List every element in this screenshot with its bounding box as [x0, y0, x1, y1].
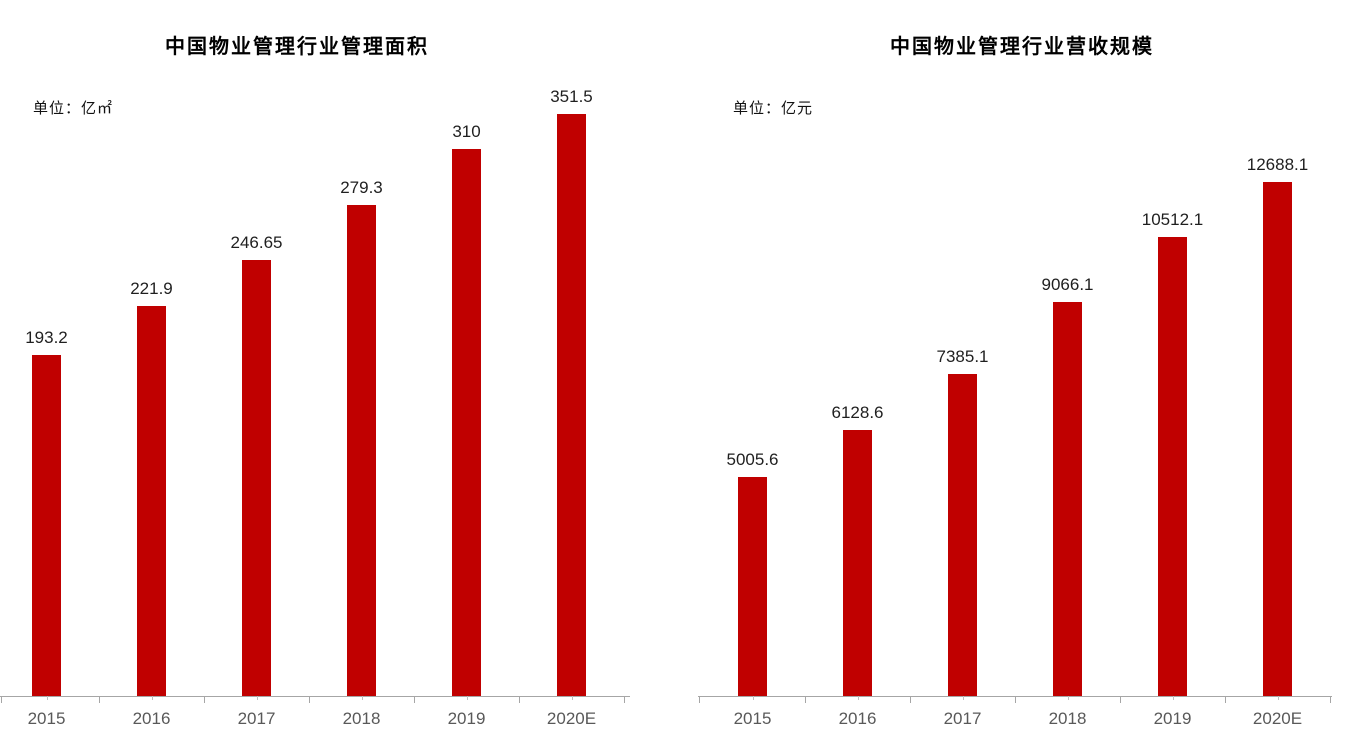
chart-title-managed-area: 中国物业管理行业管理面积: [165, 36, 429, 58]
x-tick-label-2015: 2015: [27, 709, 66, 728]
x-axis-major-tick: [99, 696, 100, 703]
data-label-2019: 310: [452, 122, 481, 141]
x-axis-minor-tick: [752, 696, 754, 700]
x-axis-major-tick: [1330, 696, 1331, 703]
x-axis-major-tick: [698, 696, 700, 703]
x-axis-major-tick: [414, 696, 415, 703]
x-tick-label-2015: 2015: [733, 709, 772, 728]
x-axis-minor-tick: [571, 696, 573, 700]
x-axis-major-tick: [910, 696, 911, 703]
bar-2020E: [557, 114, 586, 696]
x-axis-major-tick: [805, 696, 806, 703]
data-label-2017: 246.65: [230, 233, 283, 252]
x-tick-label-2016: 2016: [838, 709, 877, 728]
x-axis-minor-tick: [1277, 696, 1279, 700]
data-label-2017: 7385.1: [936, 347, 989, 366]
bar-2016: [843, 430, 872, 696]
x-axis-minor-tick: [1172, 696, 1174, 700]
x-axis-minor-tick: [46, 696, 48, 700]
x-axis-minor-tick: [466, 696, 468, 700]
data-label-2020E: 351.5: [550, 87, 593, 106]
bar-2018: [1053, 302, 1082, 696]
x-axis-major-tick: [519, 696, 520, 703]
bar-2019: [452, 149, 481, 696]
data-label-2018: 279.3: [340, 178, 383, 197]
data-label-2015: 5005.6: [726, 450, 779, 469]
bar-2015: [32, 355, 61, 696]
bar-2019: [1158, 237, 1187, 696]
x-axis-minor-tick: [1067, 696, 1069, 700]
unit-label-revenue-scale: 单位：亿元: [733, 100, 814, 117]
x-tick-label-2018: 2018: [1048, 709, 1087, 728]
x-axis-minor-tick: [256, 696, 258, 700]
data-label-2018: 9066.1: [1041, 275, 1094, 294]
x-axis-minor-tick: [151, 696, 153, 700]
x-axis-major-tick: [1225, 696, 1226, 703]
x-tick-label-2016: 2016: [132, 709, 171, 728]
x-axis-major-tick: [309, 696, 310, 703]
x-axis-major-tick: [1015, 696, 1016, 703]
data-label-2020E: 12688.1: [1246, 155, 1309, 174]
x-tick-label-2018: 2018: [342, 709, 381, 728]
x-tick-label-2017: 2017: [237, 709, 276, 728]
x-axis-line: [0, 696, 630, 697]
data-label-2015: 193.2: [25, 328, 68, 347]
bar-2017: [242, 260, 271, 696]
bar-2018: [347, 205, 376, 696]
chart-title-revenue-scale: 中国物业管理行业营收规模: [890, 36, 1154, 58]
data-label-2016: 221.9: [130, 279, 173, 298]
bar-2020E: [1263, 182, 1292, 696]
x-axis-minor-tick: [857, 696, 859, 700]
data-label-2016: 6128.6: [831, 403, 884, 422]
bar-2016: [137, 306, 166, 696]
bar-2015: [738, 477, 767, 696]
data-label-2019: 10512.1: [1141, 210, 1204, 229]
x-tick-label-2020E: 2020E: [1252, 709, 1303, 728]
x-axis-minor-tick: [962, 696, 964, 700]
x-tick-label-2019: 2019: [447, 709, 486, 728]
x-axis-major-tick: [204, 696, 205, 703]
x-tick-label-2017: 2017: [943, 709, 982, 728]
x-axis-major-tick: [624, 696, 625, 703]
x-tick-label-2020E: 2020E: [546, 709, 597, 728]
unit-label-managed-area: 单位：亿㎡: [33, 100, 114, 117]
x-tick-label-2019: 2019: [1153, 709, 1192, 728]
x-axis-major-tick: [1120, 696, 1121, 703]
x-axis-major-tick: [0, 696, 2, 703]
x-axis-minor-tick: [361, 696, 363, 700]
bar-2017: [948, 374, 977, 696]
